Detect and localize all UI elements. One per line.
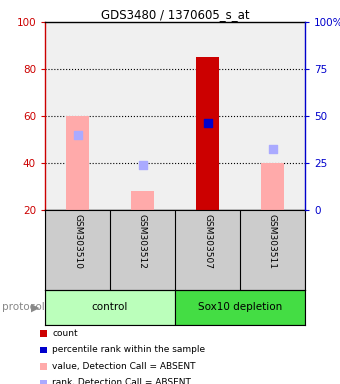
Text: Sox10 depletion: Sox10 depletion bbox=[198, 303, 282, 313]
Bar bbox=[131, 191, 154, 210]
Text: GSM303511: GSM303511 bbox=[268, 214, 277, 269]
FancyBboxPatch shape bbox=[175, 290, 305, 325]
Bar bbox=[196, 57, 219, 210]
Text: count: count bbox=[52, 329, 78, 338]
Bar bbox=[66, 116, 89, 210]
Point bbox=[270, 146, 275, 152]
Point bbox=[75, 132, 80, 138]
Text: GSM303510: GSM303510 bbox=[73, 214, 82, 269]
Point bbox=[205, 120, 210, 126]
Text: GSM303507: GSM303507 bbox=[203, 214, 212, 269]
Point bbox=[140, 162, 145, 169]
FancyBboxPatch shape bbox=[45, 290, 175, 325]
Text: value, Detection Call = ABSENT: value, Detection Call = ABSENT bbox=[52, 362, 196, 371]
Bar bbox=[261, 163, 284, 210]
Text: control: control bbox=[92, 303, 128, 313]
Text: ▶: ▶ bbox=[31, 303, 40, 313]
Text: percentile rank within the sample: percentile rank within the sample bbox=[52, 346, 205, 354]
Text: protocol: protocol bbox=[2, 303, 45, 313]
Title: GDS3480 / 1370605_s_at: GDS3480 / 1370605_s_at bbox=[101, 8, 249, 21]
Text: rank, Detection Call = ABSENT: rank, Detection Call = ABSENT bbox=[52, 379, 191, 384]
Text: GSM303512: GSM303512 bbox=[138, 214, 147, 269]
